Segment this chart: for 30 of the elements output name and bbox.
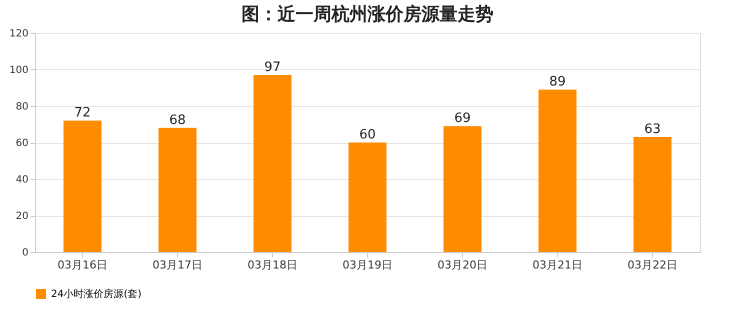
y-tick-label: 60 — [16, 138, 28, 149]
bar — [348, 142, 386, 252]
y-tick-label: 20 — [16, 211, 28, 222]
legend-label: 24小时涨价房源(套) — [51, 288, 142, 300]
x-tick-label: 03月20日 — [438, 258, 488, 272]
x-tick-label: 03月16日 — [58, 258, 108, 272]
x-tick-label: 03月22日 — [628, 258, 678, 272]
chart-title: 图：近一周杭州涨价房源量走势 — [242, 4, 494, 25]
bar — [634, 137, 672, 252]
y-tick-label: 80 — [16, 102, 28, 112]
y-tick-label: 120 — [9, 28, 28, 40]
x-tick-label: 03月18日 — [248, 258, 298, 272]
bar — [444, 126, 482, 252]
data-label: 89 — [549, 74, 566, 90]
data-label: 72 — [74, 106, 91, 121]
y-tick-label: 40 — [16, 174, 28, 186]
y-tick-label: 0 — [22, 248, 28, 258]
data-label: 68 — [169, 112, 186, 128]
bar — [64, 120, 102, 252]
x-tick-label: 03月19日 — [342, 258, 392, 272]
bar — [254, 74, 292, 252]
x-tick-label: 03月21日 — [532, 258, 582, 272]
data-label: 60 — [359, 128, 376, 142]
data-label: 63 — [644, 122, 661, 138]
y-tick-label: 100 — [9, 65, 28, 76]
data-label: 69 — [454, 111, 471, 126]
bar — [538, 90, 576, 252]
x-tick-label: 03月17日 — [152, 258, 202, 272]
bar — [158, 128, 196, 252]
data-label: 97 — [264, 60, 281, 75]
